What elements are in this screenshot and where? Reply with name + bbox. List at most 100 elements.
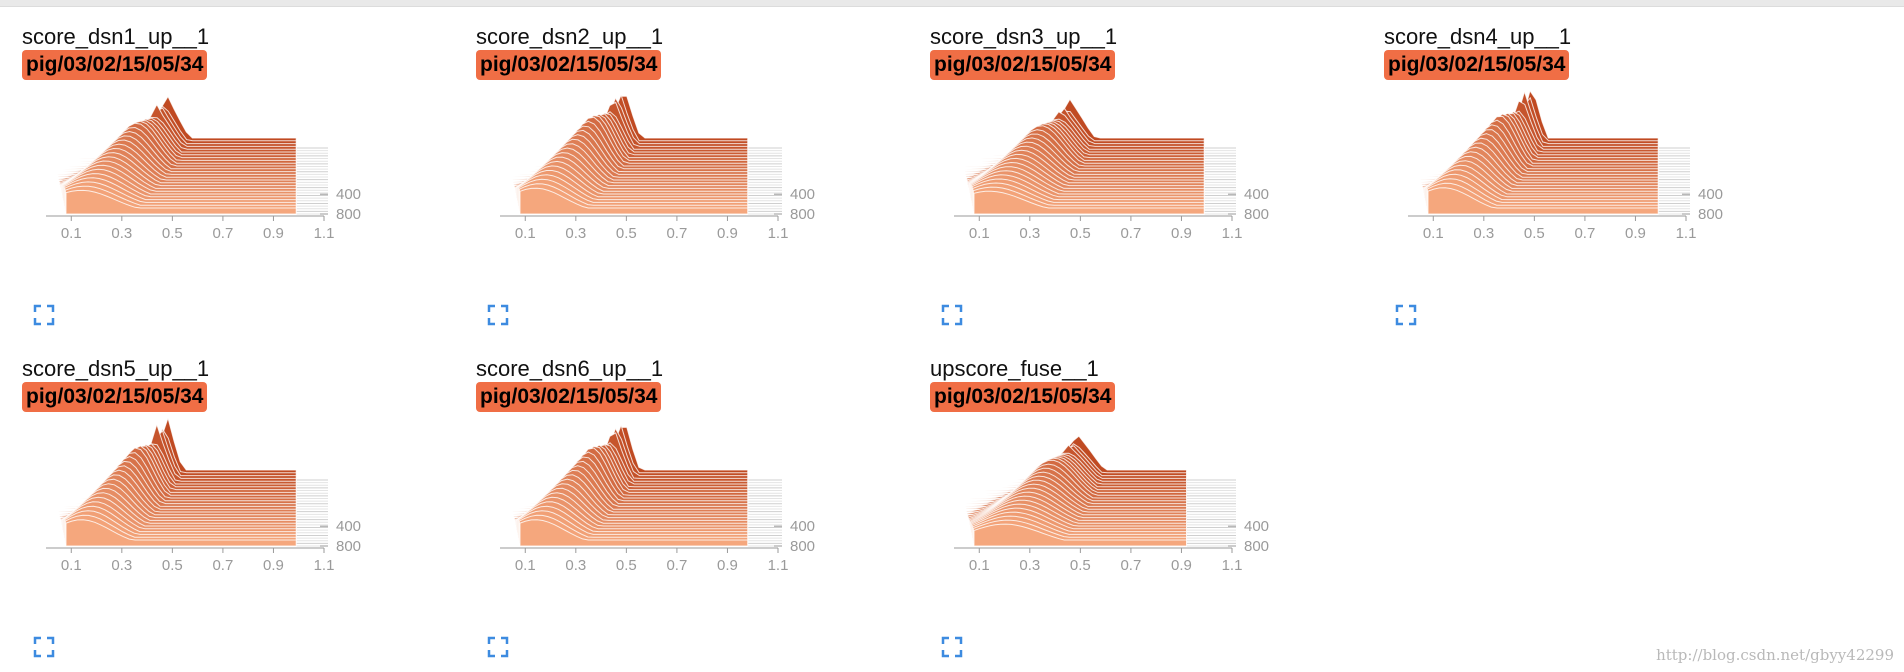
histogram-card: score_dsn3_up__1 pig/03/02/15/05/34 0.1 0…: [908, 0, 1348, 326]
histogram-card: score_dsn5_up__1 pig/03/02/15/05/34 0.1 0…: [0, 332, 440, 658]
histogram-card: score_dsn1_up__1 pig/03/02/15/05/34 0.1 0…: [0, 0, 440, 326]
y-tick-label: 400: [790, 518, 815, 535]
x-tick-label: 0.3: [111, 225, 132, 242]
x-tick-label: 0.3: [111, 557, 132, 574]
y-tick-label: 800: [1244, 206, 1269, 223]
x-tick-label: 1.1: [1676, 225, 1697, 242]
histogram-card: upscore_fuse__1 pig/03/02/15/05/34 0.1 0.…: [908, 332, 1348, 658]
x-tick-label: 0.7: [666, 557, 687, 574]
x-tick-label: 1.1: [314, 225, 335, 242]
x-tick-label: 0.7: [212, 225, 233, 242]
x-tick-label: 0.5: [616, 225, 637, 242]
y-tick-label: 800: [1244, 538, 1269, 555]
run-badge[interactable]: pig/03/02/15/05/34: [476, 382, 662, 412]
card-title: upscore_fuse__1: [930, 356, 1099, 381]
card-title: score_dsn4_up__1: [1384, 24, 1572, 49]
histogram-slice: [507, 96, 749, 154]
x-tick-label: 0.5: [1070, 557, 1091, 574]
x-tick-label: 0.1: [61, 225, 82, 242]
x-tick-label: 0.3: [1019, 557, 1040, 574]
x-tick-label: 0.7: [1574, 225, 1595, 242]
x-tick-label: 0.1: [969, 225, 990, 242]
run-badge[interactable]: pig/03/02/15/05/34: [476, 50, 662, 80]
y-tick-label: 400: [790, 186, 815, 203]
histogram-chart: 0.1 0.3 0.5 0.7 0.9 1.1 400 800: [500, 93, 815, 242]
histogram-slice: [973, 523, 1187, 547]
x-tick-label: 1.1: [1222, 225, 1243, 242]
x-tick-label: 0.5: [162, 225, 183, 242]
x-tick-label: 0.7: [1120, 225, 1141, 242]
run-badge[interactable]: pig/03/02/15/05/34: [22, 382, 208, 412]
x-tick-label: 0.9: [1171, 557, 1192, 574]
x-tick-label: 1.1: [1222, 557, 1243, 574]
histogram-chart: 0.1 0.3 0.5 0.7 0.9 1.1 400 800: [46, 416, 361, 574]
x-tick-label: 0.3: [565, 557, 586, 574]
x-tick-label: 1.1: [768, 225, 789, 242]
run-badge[interactable]: pig/03/02/15/05/34: [1384, 50, 1570, 80]
histogram-chart: 0.1 0.3 0.5 0.7 0.9 1.1 400 800: [46, 95, 361, 242]
histogram-chart: 0.1 0.3 0.5 0.7 0.9 1.1 400 800: [954, 435, 1269, 574]
x-tick-label: 0.7: [1120, 557, 1141, 574]
x-tick-label: 0.9: [1625, 225, 1646, 242]
x-tick-label: 0.9: [263, 225, 284, 242]
x-tick-label: 0.5: [616, 557, 637, 574]
expand-icon[interactable]: [487, 636, 509, 658]
x-tick-label: 0.1: [969, 557, 990, 574]
y-tick-label: 800: [790, 206, 815, 223]
x-tick-label: 0.5: [1070, 225, 1091, 242]
histogram-card: score_dsn6_up__1 pig/03/02/15/05/34 0.1 0…: [454, 332, 894, 658]
histogram-slice: [973, 190, 1205, 215]
expand-icon[interactable]: [487, 304, 509, 326]
histogram-slice: [960, 98, 1205, 149]
card-title: score_dsn6_up__1: [476, 356, 664, 381]
histogram-chart: 0.1 0.3 0.5 0.7 0.9 1.1 400 800: [1408, 89, 1723, 242]
x-tick-label: 0.9: [1171, 225, 1192, 242]
y-tick-label: 400: [1698, 186, 1723, 203]
x-tick-label: 0.7: [212, 557, 233, 574]
y-tick-label: 800: [1698, 206, 1723, 223]
x-tick-label: 0.1: [1423, 225, 1444, 242]
card-title: score_dsn5_up__1: [22, 356, 210, 381]
card-title: score_dsn3_up__1: [930, 24, 1118, 49]
expand-icon[interactable]: [1395, 304, 1417, 326]
y-tick-label: 400: [1244, 186, 1269, 203]
histogram-slice: [519, 187, 749, 215]
expand-icon[interactable]: [941, 636, 963, 658]
y-tick-label: 800: [336, 538, 361, 555]
x-tick-label: 0.1: [515, 557, 536, 574]
y-tick-label: 800: [790, 538, 815, 555]
y-tick-label: 400: [1244, 518, 1269, 535]
histogram-slice: [1427, 187, 1659, 215]
card-title: score_dsn2_up__1: [476, 24, 664, 49]
x-tick-label: 0.9: [717, 225, 738, 242]
x-tick-label: 0.3: [1019, 225, 1040, 242]
run-badge[interactable]: pig/03/02/15/05/34: [930, 50, 1116, 80]
run-badge[interactable]: pig/03/02/15/05/34: [22, 50, 208, 80]
x-tick-label: 0.3: [565, 225, 586, 242]
page-top-border: [0, 0, 1904, 7]
histogram-slice: [1414, 96, 1659, 152]
x-tick-label: 0.5: [162, 557, 183, 574]
y-tick-label: 400: [336, 186, 361, 203]
histogram-chart: 0.1 0.3 0.5 0.7 0.9 1.1 400 800: [500, 423, 815, 574]
expand-icon[interactable]: [941, 304, 963, 326]
x-tick-label: 0.7: [666, 225, 687, 242]
histogram-slice: [960, 110, 1205, 152]
x-tick-label: 0.3: [1473, 225, 1494, 242]
histogram-slice: [53, 107, 297, 154]
run-badge[interactable]: pig/03/02/15/05/34: [930, 382, 1116, 412]
histogram-chart: 0.1 0.3 0.5 0.7 0.9 1.1 400 800: [954, 98, 1269, 242]
watermark-text: http://blog.csdn.net/gbyy42299: [1656, 646, 1894, 664]
x-tick-label: 0.1: [61, 557, 82, 574]
histogram-slice: [65, 189, 297, 215]
card-title: score_dsn1_up__1: [22, 24, 210, 49]
histogram-card: score_dsn4_up__1 pig/03/02/15/05/34 0.1 0…: [1362, 0, 1802, 326]
expand-icon[interactable]: [33, 304, 55, 326]
x-tick-label: 0.5: [1524, 225, 1545, 242]
histogram-slice: [506, 423, 749, 484]
histogram-slice: [52, 416, 297, 481]
x-tick-label: 0.9: [717, 557, 738, 574]
expand-icon[interactable]: [33, 636, 55, 658]
histogram-slice: [519, 519, 749, 547]
x-tick-label: 0.9: [263, 557, 284, 574]
